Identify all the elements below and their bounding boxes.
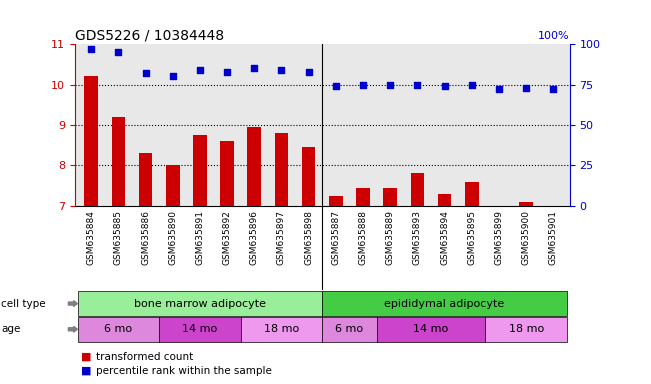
Point [467,81,477,88]
Bar [241,317,322,342]
Text: GSM635888: GSM635888 [359,210,368,265]
Bar [193,135,207,206]
Point [222,69,232,75]
Text: 100%: 100% [538,31,570,41]
Point [385,81,395,88]
Text: GSM635897: GSM635897 [277,210,286,265]
Point [521,85,531,91]
Point [249,65,260,71]
Point [141,70,151,76]
Bar [383,188,397,206]
Bar [302,147,316,206]
Text: GSM635892: GSM635892 [223,210,232,265]
Bar [275,133,288,206]
Text: epididymal adipocyte: epididymal adipocyte [385,298,505,309]
Bar [519,202,533,206]
Text: 14 mo: 14 mo [413,324,449,334]
Point [548,86,559,93]
Bar [139,153,152,206]
Bar [437,194,451,206]
Point [303,69,314,75]
Point [331,83,341,89]
Text: ■: ■ [81,366,92,376]
Text: percentile rank within the sample: percentile rank within the sample [96,366,271,376]
Point [358,81,368,88]
Text: GDS5226 / 10384448: GDS5226 / 10384448 [75,28,224,42]
Point [167,73,178,79]
Point [412,81,422,88]
Text: ■: ■ [81,352,92,362]
Bar [85,76,98,206]
Text: 6 mo: 6 mo [104,324,132,334]
Text: cell type: cell type [1,298,46,309]
Text: GSM635899: GSM635899 [495,210,503,265]
Text: GSM635901: GSM635901 [549,210,558,265]
Point [439,83,450,89]
Text: GSM635895: GSM635895 [467,210,477,265]
Text: GSM635900: GSM635900 [521,210,531,265]
Text: GSM635889: GSM635889 [385,210,395,265]
Text: GSM635896: GSM635896 [250,210,259,265]
Text: GSM635893: GSM635893 [413,210,422,265]
Bar [486,317,567,342]
Text: bone marrow adipocyte: bone marrow adipocyte [134,298,266,309]
Bar [322,317,377,342]
Text: GSM635885: GSM635885 [114,210,123,265]
Text: age: age [1,324,21,334]
Point [86,46,96,52]
Text: GSM635891: GSM635891 [195,210,204,265]
Point [276,67,286,73]
Point [493,86,504,93]
Bar [411,174,424,206]
Bar [159,317,241,342]
Text: 14 mo: 14 mo [182,324,217,334]
Bar [77,291,322,316]
Bar [166,166,180,206]
Text: GSM635890: GSM635890 [168,210,177,265]
Bar [329,196,342,206]
Text: 18 mo: 18 mo [508,324,544,334]
Bar [247,127,261,206]
Point [195,67,205,73]
Text: GSM635898: GSM635898 [304,210,313,265]
Text: transformed count: transformed count [96,352,193,362]
Text: GSM635887: GSM635887 [331,210,340,265]
Bar [77,317,159,342]
Bar [465,182,478,206]
Point [113,49,124,55]
Text: 6 mo: 6 mo [335,324,363,334]
Text: GSM635884: GSM635884 [87,210,96,265]
Bar [356,188,370,206]
Text: GSM635886: GSM635886 [141,210,150,265]
Bar [111,117,125,206]
Bar [220,141,234,206]
Text: GSM635894: GSM635894 [440,210,449,265]
Text: 18 mo: 18 mo [264,324,299,334]
Bar [377,317,486,342]
Bar [322,291,567,316]
